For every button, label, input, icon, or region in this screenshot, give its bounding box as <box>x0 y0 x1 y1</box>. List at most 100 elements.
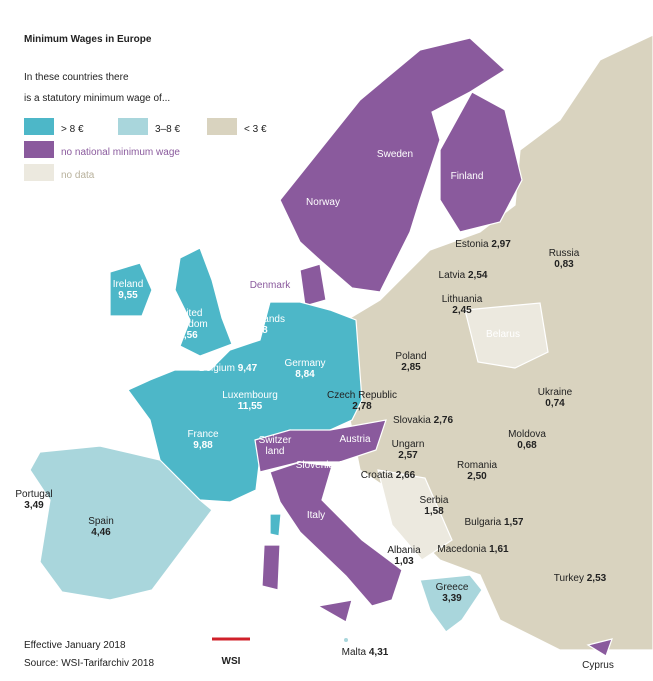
country-name: Ukraine <box>538 387 573 398</box>
country-name: Ungarn <box>392 439 425 450</box>
legend-swatch <box>24 141 54 158</box>
wage-value: 9,55 <box>118 290 138 301</box>
wage-value: 2,57 <box>398 450 418 461</box>
country-name: Czech Republic <box>327 390 397 401</box>
country-label: United Kingdom 8,56 <box>168 308 207 341</box>
wage-value: 9,68 <box>248 325 268 336</box>
wage-value: 4,46 <box>91 527 111 538</box>
country-name: Cyprus <box>582 660 614 671</box>
country-name: Sweden <box>377 149 413 160</box>
country-name: Latvia <box>439 270 466 281</box>
wage-value: 3,39 <box>442 593 462 604</box>
country-label: Italy <box>307 510 325 521</box>
legend-swatch <box>24 118 54 135</box>
country-label: Finland <box>451 171 484 182</box>
subtitle: is a statutory minimum wage of... <box>24 93 170 104</box>
country-label: Slovakia 2,76 <box>393 415 453 426</box>
country-name: Italy <box>307 510 325 521</box>
wage-value: 9,88 <box>193 440 213 451</box>
country-name: Portugal <box>15 489 52 500</box>
country-label: Estonia 2,97 <box>455 239 511 250</box>
wage-value: 2,66 <box>396 470 416 481</box>
legend-label: 3–8 € <box>155 124 180 135</box>
country-name: Kingdom <box>168 319 207 330</box>
country-name: Norway <box>306 197 340 208</box>
country-name: Moldova <box>508 429 546 440</box>
country-label: Russia 0,83 <box>549 248 580 270</box>
country-name: Germany <box>284 358 325 369</box>
title: Minimum Wages in Europe <box>24 34 152 45</box>
country-label: Sweden <box>377 149 413 160</box>
country-name: Switzer <box>259 435 292 446</box>
country-name: Denmark <box>250 280 292 291</box>
country-name: Serbia <box>420 495 449 506</box>
legend: > 8 € 3–8 € < 3 € no national minimum wage n… <box>24 118 267 181</box>
wage-value: 8,56 <box>178 330 198 341</box>
country-label: France 9,88 <box>187 429 219 451</box>
legend-label: no data <box>61 170 95 181</box>
legend-label: no national minimum wage <box>61 147 180 158</box>
country-name: Bulgaria <box>465 517 502 528</box>
wage-value: 4,84 <box>337 460 357 471</box>
country-label: Macedonia 1,61 <box>437 544 509 555</box>
country-label: Slovenia 4,84 <box>296 460 357 471</box>
country-name: land <box>266 446 285 457</box>
country-name: Turkey <box>554 573 584 584</box>
wage-value: 2,53 <box>587 573 607 584</box>
wage-value: 2,50 <box>467 471 487 482</box>
country-name: Poland <box>395 351 426 362</box>
country-label: Latvia 2,54 <box>439 270 488 281</box>
country-label: Moldova 0,68 <box>508 429 546 451</box>
country-name: Croatia <box>361 470 394 481</box>
country-label: Portugal 3,49 <box>15 489 52 511</box>
country-label: Ukraine 0,74 <box>538 387 573 409</box>
wage-value: 3,49 <box>24 500 44 511</box>
country-label: Poland 2,85 <box>395 351 426 373</box>
footer: Effective January 2018 <box>24 640 126 651</box>
footer: Source: WSI-Tarifarchiv 2018 <box>24 658 154 669</box>
country-label: Croatia 2,66 <box>361 470 416 481</box>
wage-value: 4,31 <box>369 647 389 658</box>
country-name: France <box>187 429 219 440</box>
country-label: Lithuania 2,45 <box>442 294 483 316</box>
country-label: Greece 3,39 <box>436 582 469 604</box>
wage-value: 2,45 <box>452 305 472 316</box>
wage-value: 2,54 <box>468 270 488 281</box>
country-label: Albania 1,03 <box>387 545 421 567</box>
wage-value: 0,83 <box>554 259 574 270</box>
country-label: Czech Republic 2,78 <box>327 390 397 412</box>
country-name: United <box>174 308 203 319</box>
country-label: Bulgaria 1,57 <box>465 517 524 528</box>
country-label: Belarus <box>486 329 520 340</box>
country-name: Belarus <box>486 329 520 340</box>
wage-value: 8,84 <box>295 369 315 380</box>
country-label: Denmark <box>250 280 292 291</box>
legend-label: < 3 € <box>244 124 267 135</box>
wage-value: 11,55 <box>238 401 263 412</box>
country-name: Belgium <box>199 363 235 374</box>
country-label: Spain 4,46 <box>88 516 114 538</box>
wage-value: 2,85 <box>401 362 421 373</box>
logo: WSI <box>222 656 241 667</box>
legend-label: > 8 € <box>61 124 84 135</box>
subtitle: In these countries there <box>24 72 129 83</box>
country-name: Albania <box>387 545 421 556</box>
wage-value: 1,57 <box>504 517 524 528</box>
legend-swatch <box>118 118 148 135</box>
country-name: Austria <box>339 434 371 445</box>
land <box>29 34 653 657</box>
wage-value: 0,68 <box>517 440 537 451</box>
country-label: Belgium 9,47 <box>199 363 258 374</box>
country-label: Turkey 2,53 <box>554 573 607 584</box>
country-label: Malta 4,31 <box>342 647 389 658</box>
wage-value: 2,76 <box>434 415 454 426</box>
country-name: Ireland <box>113 279 144 290</box>
country-name: Russia <box>549 248 580 259</box>
country-name: Spain <box>88 516 114 527</box>
country-label: Norway <box>306 197 340 208</box>
country-label: Ireland 9,55 <box>113 279 144 301</box>
wage-value: 2,97 <box>491 239 511 250</box>
country-label: Cyprus <box>582 660 614 671</box>
country-label: Serbia 1,58 <box>420 495 449 517</box>
